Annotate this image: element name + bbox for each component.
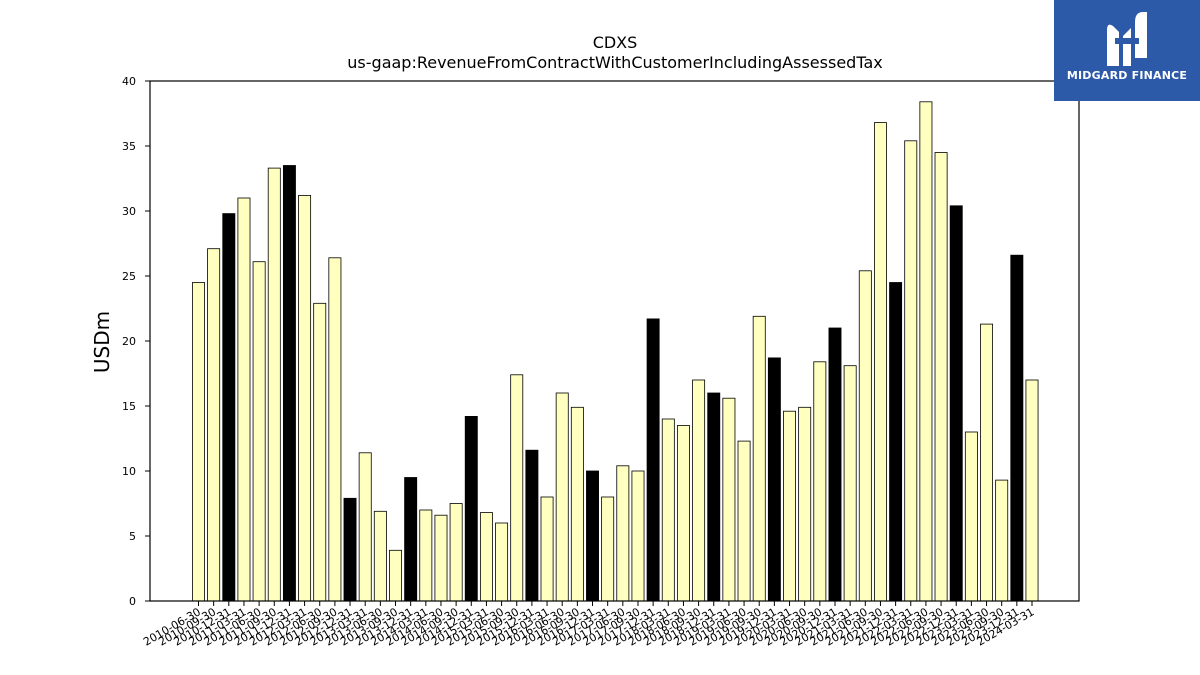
y-axis: 0 5 10 15 20 25 30 35 40	[122, 75, 150, 608]
bar-2021-12-31	[889, 282, 903, 602]
bar-2023-06-30	[980, 323, 993, 602]
bar-2013-03-31	[358, 452, 372, 602]
bar-2021-09-30	[873, 122, 887, 602]
bar-2015-12-31	[525, 449, 539, 602]
y-tick-label: 5	[129, 530, 136, 543]
bar-2019-03-31	[722, 397, 736, 602]
bar-2022-12-31	[949, 205, 963, 602]
bar-2019-06-30	[737, 440, 751, 602]
bar-2014-06-30	[434, 514, 448, 602]
chart-subtitle: us-gaap:RevenueFromContractWithCustomerI…	[347, 53, 882, 72]
y-tick-label: 0	[129, 595, 136, 608]
bar-2022-06-30	[919, 101, 933, 602]
bar-2022-03-31	[904, 140, 918, 602]
bar-2018-03-31	[661, 418, 675, 602]
logo-text: MIDGARD FINANCE	[1066, 69, 1188, 82]
x-axis: 2010-06-302010-09-302010-12-312011-03-31…	[141, 601, 1037, 649]
y-tick-label: 25	[122, 270, 136, 283]
bar-2010-09-30	[207, 248, 221, 602]
bar-2020-03-31	[783, 410, 796, 602]
y-axis-label: USDm	[90, 311, 114, 373]
bar-2017-09-30	[631, 470, 645, 602]
bar-2013-12-31	[404, 477, 418, 602]
bar-2021-03-31	[843, 365, 857, 602]
y-tick-label: 10	[122, 465, 136, 478]
bar-2016-03-31	[540, 496, 554, 602]
bar-2019-12-31	[767, 357, 781, 602]
bar-2018-12-31	[707, 392, 721, 602]
bar-2015-09-30	[510, 374, 524, 602]
bar-2018-09-30	[692, 379, 706, 602]
bar-2010-06-30	[192, 282, 205, 602]
y-tick-label: 30	[122, 205, 136, 218]
bar-2019-09-30	[752, 315, 766, 602]
bars-group	[192, 101, 1039, 602]
bar-2010-12-31	[222, 213, 236, 602]
bar-2013-06-30	[373, 510, 387, 602]
bar-2018-06-30	[676, 425, 690, 602]
chart-title: CDXS	[593, 33, 638, 52]
bar-2012-06-30	[313, 302, 327, 602]
bar-2011-09-30	[267, 167, 281, 602]
bar-2015-06-30	[495, 522, 509, 602]
bar-2022-09-30	[934, 152, 948, 602]
bar-2016-06-30	[555, 392, 569, 602]
bar-2013-09-30	[389, 549, 402, 602]
bar-2023-09-30	[995, 479, 1009, 602]
brand-logo: MIDGARD FINANCE	[1054, 0, 1200, 101]
bar-2024-03-31	[1025, 379, 1039, 602]
bar-2020-09-30	[813, 361, 827, 602]
y-tick-label: 20	[122, 335, 136, 348]
y-tick-label: 40	[122, 75, 136, 88]
bar-2017-03-31	[601, 496, 615, 602]
y-tick-label: 35	[122, 140, 136, 153]
bar-2011-12-31	[282, 165, 296, 602]
bar-2020-06-30	[798, 406, 812, 602]
bar-2014-09-30	[449, 503, 463, 602]
bar-2023-03-31	[964, 431, 978, 602]
y-tick-label: 15	[122, 400, 136, 413]
bar-2017-06-30	[616, 465, 630, 602]
bar-2021-06-30	[858, 270, 872, 602]
bar-2020-12-31	[828, 327, 842, 602]
bar-2023-12-31	[1010, 254, 1024, 602]
bar-2017-12-31	[646, 318, 660, 602]
bar-2014-03-31	[419, 509, 433, 602]
bar-2015-03-31	[479, 512, 493, 602]
midgard-logo-icon	[1107, 12, 1147, 67]
bar-2011-06-30	[252, 261, 266, 602]
bar-2016-12-31	[586, 470, 599, 602]
bar-2014-12-31	[464, 415, 478, 602]
bar-2012-09-30	[328, 257, 342, 602]
bar-2016-09-30	[570, 406, 584, 602]
plot-frame	[149, 80, 1080, 602]
bar-2012-12-31	[343, 497, 357, 602]
bar-2012-03-31	[298, 194, 312, 602]
bar-2011-03-31	[237, 197, 251, 602]
